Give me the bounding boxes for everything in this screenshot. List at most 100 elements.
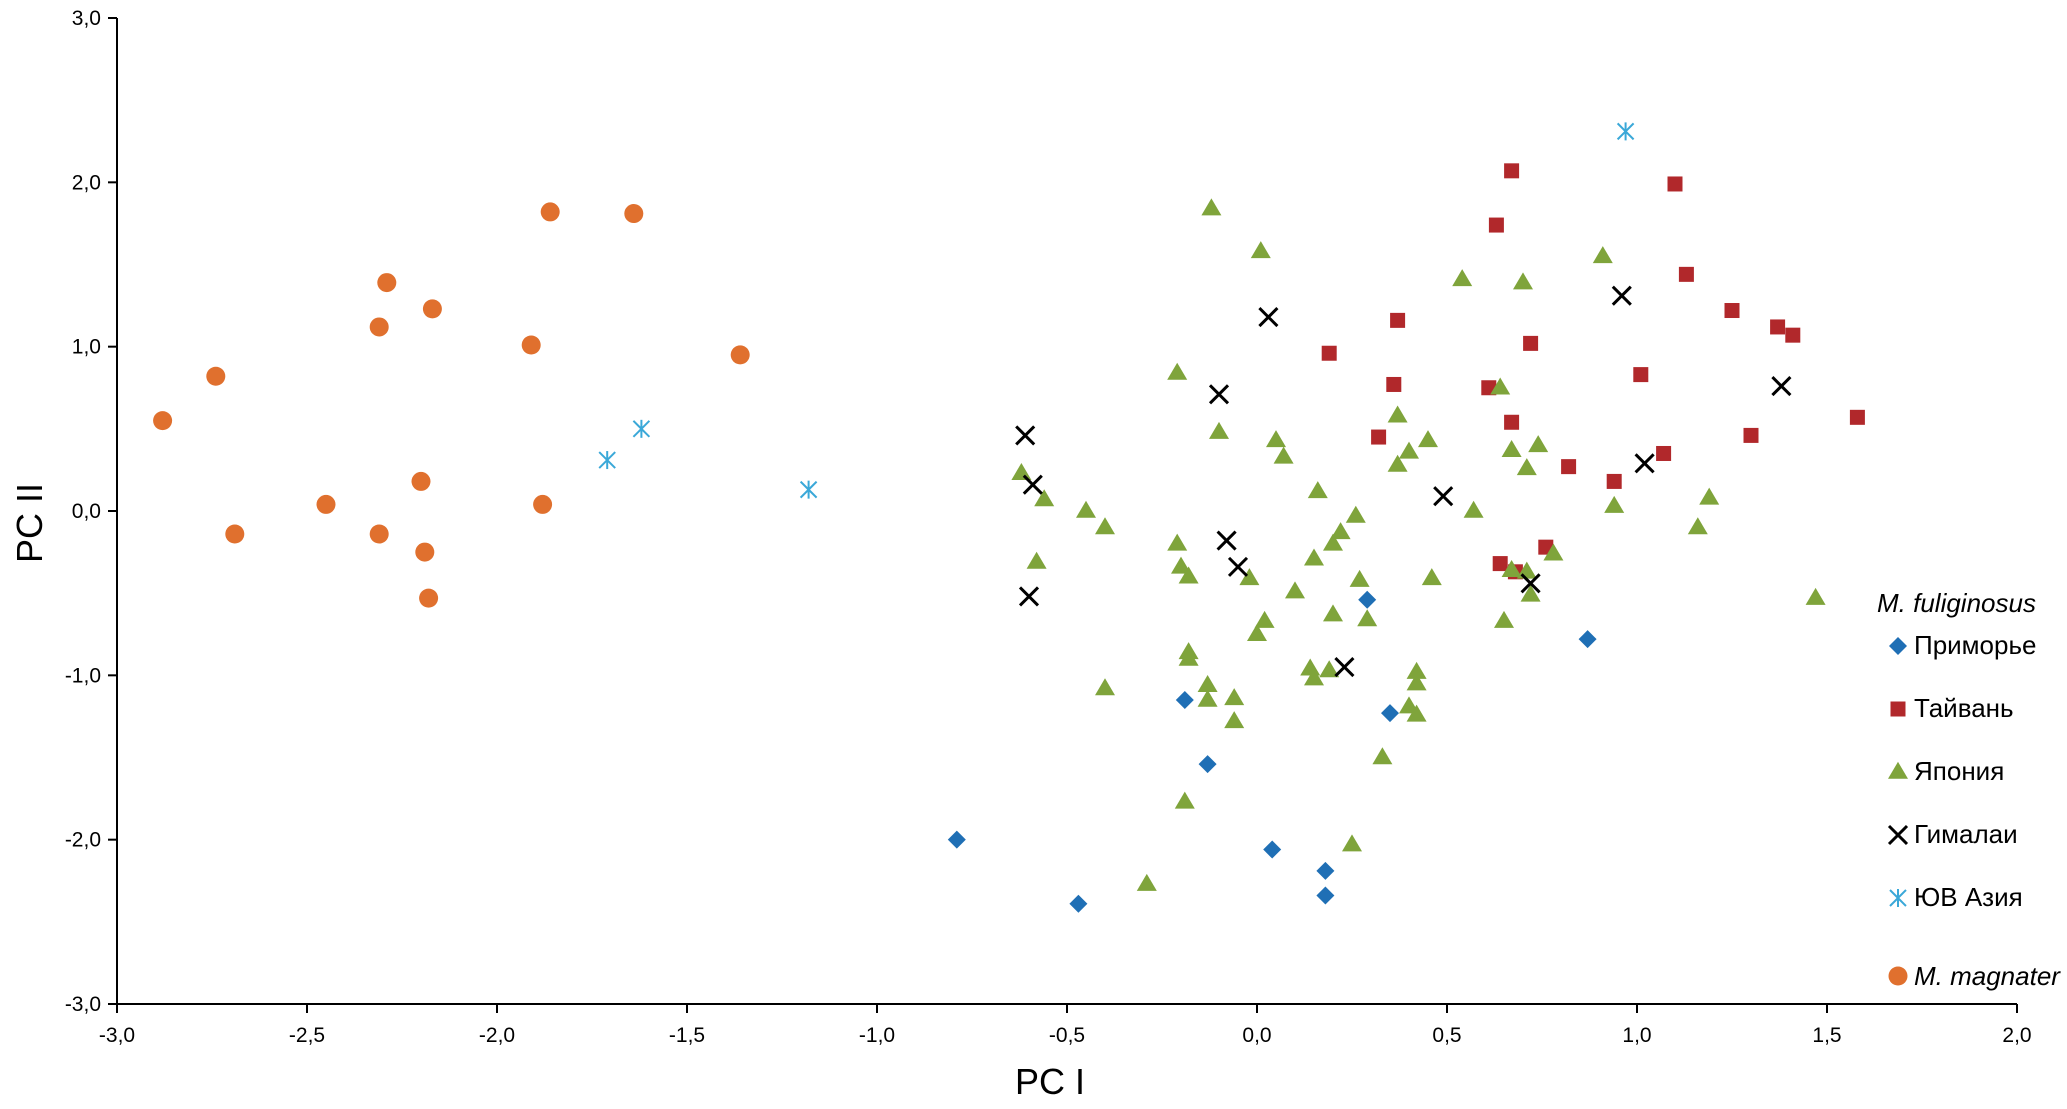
- data-point-triangle: [1387, 454, 1408, 472]
- axes: [108, 17, 2018, 1013]
- data-point-triangle: [1342, 834, 1362, 852]
- data-point-triangle: [1178, 648, 1199, 666]
- y-tick-label: 2,0: [72, 171, 101, 194]
- data-point-x: [1015, 425, 1036, 446]
- data-point-triangle: [1452, 269, 1473, 287]
- data-point-x: [1334, 657, 1355, 678]
- y-tick-label: -1,0: [65, 664, 101, 687]
- data-point-triangle: [1304, 548, 1324, 566]
- data-point-triangle: [1604, 495, 1625, 513]
- data-point-triangle: [1095, 678, 1115, 696]
- data-point-triangle: [1687, 517, 1708, 535]
- legend-group-header: M. fuliginosus: [1877, 588, 2036, 618]
- data-point-circle: [533, 494, 553, 514]
- data-point-square: [1656, 445, 1672, 461]
- data-point-square: [1321, 345, 1337, 361]
- data-point-asterisk: [1616, 122, 1635, 141]
- data-point-square: [1523, 335, 1539, 351]
- data-point-x: [1208, 384, 1230, 405]
- data-point-triangle: [1323, 604, 1343, 622]
- data-point-triangle: [1418, 430, 1438, 448]
- y-tick-label: -3,0: [65, 993, 101, 1016]
- data-point-triangle: [1285, 581, 1305, 599]
- data-point-diamond: [1358, 590, 1377, 609]
- data-point-triangle: [1543, 543, 1564, 561]
- data-point-circle: [521, 335, 541, 355]
- data-point-circle: [624, 204, 644, 224]
- data-point-triangle: [1167, 533, 1188, 551]
- data-point-triangle: [1387, 405, 1408, 423]
- data-point-triangle: [1501, 559, 1522, 577]
- data-point-circle: [415, 542, 435, 562]
- data-point-square: [1849, 409, 1865, 425]
- data-point-triangle: [1076, 500, 1096, 518]
- data-point-triangle: [1490, 377, 1511, 395]
- data-point-circle: [411, 471, 431, 491]
- data-point-circle: [730, 345, 750, 365]
- data-point-triangle: [1421, 568, 1442, 586]
- legend-entry-label: Тайвань: [1914, 693, 2014, 723]
- data-point-triangle: [1034, 489, 1055, 507]
- data-point-triangle: [1300, 658, 1321, 676]
- data-point-triangle: [1501, 439, 1522, 457]
- data-point-triangle: [1699, 487, 1720, 505]
- legend-marker-diamond: [1889, 637, 1907, 655]
- x-tick-label: 1,0: [1622, 1024, 1651, 1047]
- data-point-square: [1678, 266, 1694, 282]
- data-point-triangle: [1095, 517, 1115, 535]
- data-point-diamond: [1578, 630, 1597, 649]
- data-point-circle: [225, 524, 245, 544]
- data-point-x: [1634, 453, 1655, 474]
- data-point-circle: [369, 317, 389, 337]
- data-point-triangle: [1323, 533, 1343, 551]
- data-point-square: [1770, 319, 1786, 335]
- data-point-square: [1504, 414, 1520, 430]
- legend-entry-label: ЮВ Азия: [1914, 882, 2023, 912]
- y-tick-label: 1,0: [72, 336, 101, 359]
- data-point-x: [1771, 376, 1792, 397]
- data-point-triangle: [1224, 688, 1245, 706]
- data-point-asterisk: [598, 451, 616, 470]
- legend-marker-asterisk: [1889, 889, 1907, 907]
- data-point-triangle: [1197, 689, 1218, 707]
- data-point-triangle: [1266, 430, 1286, 448]
- y-axis-title: PC II: [9, 483, 50, 563]
- data-point-square: [1633, 367, 1649, 383]
- data-point-triangle: [1330, 522, 1351, 540]
- data-point-square: [1504, 163, 1520, 179]
- data-point-triangle: [1357, 609, 1378, 627]
- data-point-triangle: [1254, 610, 1275, 628]
- x-tick-label: 0,0: [1242, 1024, 1271, 1047]
- x-tick-label: 0,5: [1432, 1024, 1461, 1047]
- data-point-diamond: [947, 830, 966, 849]
- data-point-triangle: [1349, 569, 1370, 587]
- y-tick-label: 3,0: [72, 7, 101, 30]
- data-point-square: [1371, 429, 1387, 445]
- data-point-triangle: [1406, 661, 1427, 679]
- data-point-square: [1743, 427, 1759, 443]
- data-point-diamond: [1198, 755, 1217, 774]
- data-point-triangle: [1304, 668, 1324, 686]
- data-point-triangle: [1011, 463, 1032, 481]
- data-point-diamond: [1381, 704, 1399, 723]
- x-tick-label: -3,0: [99, 1024, 135, 1047]
- x-axis-title: PC I: [1015, 1061, 1085, 1102]
- legend-entry-label: Япония: [1914, 756, 2004, 786]
- data-point-x: [1216, 530, 1237, 551]
- data-point-square: [1386, 376, 1402, 392]
- data-point-square: [1785, 327, 1801, 343]
- x-tick-label: -2,5: [289, 1024, 325, 1047]
- legend-group-header: M. magnater: [1914, 961, 2061, 991]
- data-point-diamond: [1316, 861, 1335, 880]
- data-point-triangle: [1167, 362, 1188, 380]
- data-point-diamond: [1175, 690, 1194, 709]
- data-point-circle: [377, 273, 397, 293]
- data-point-triangle: [1406, 673, 1427, 691]
- data-point-square: [1724, 303, 1740, 319]
- data-point-x: [1520, 573, 1541, 594]
- y-tick-label: -2,0: [65, 829, 101, 852]
- data-point-triangle: [1136, 873, 1157, 891]
- x-tick-label: -2,0: [479, 1024, 515, 1047]
- x-tick-label: -1,0: [859, 1024, 895, 1047]
- legend-marker-square: [1890, 701, 1906, 717]
